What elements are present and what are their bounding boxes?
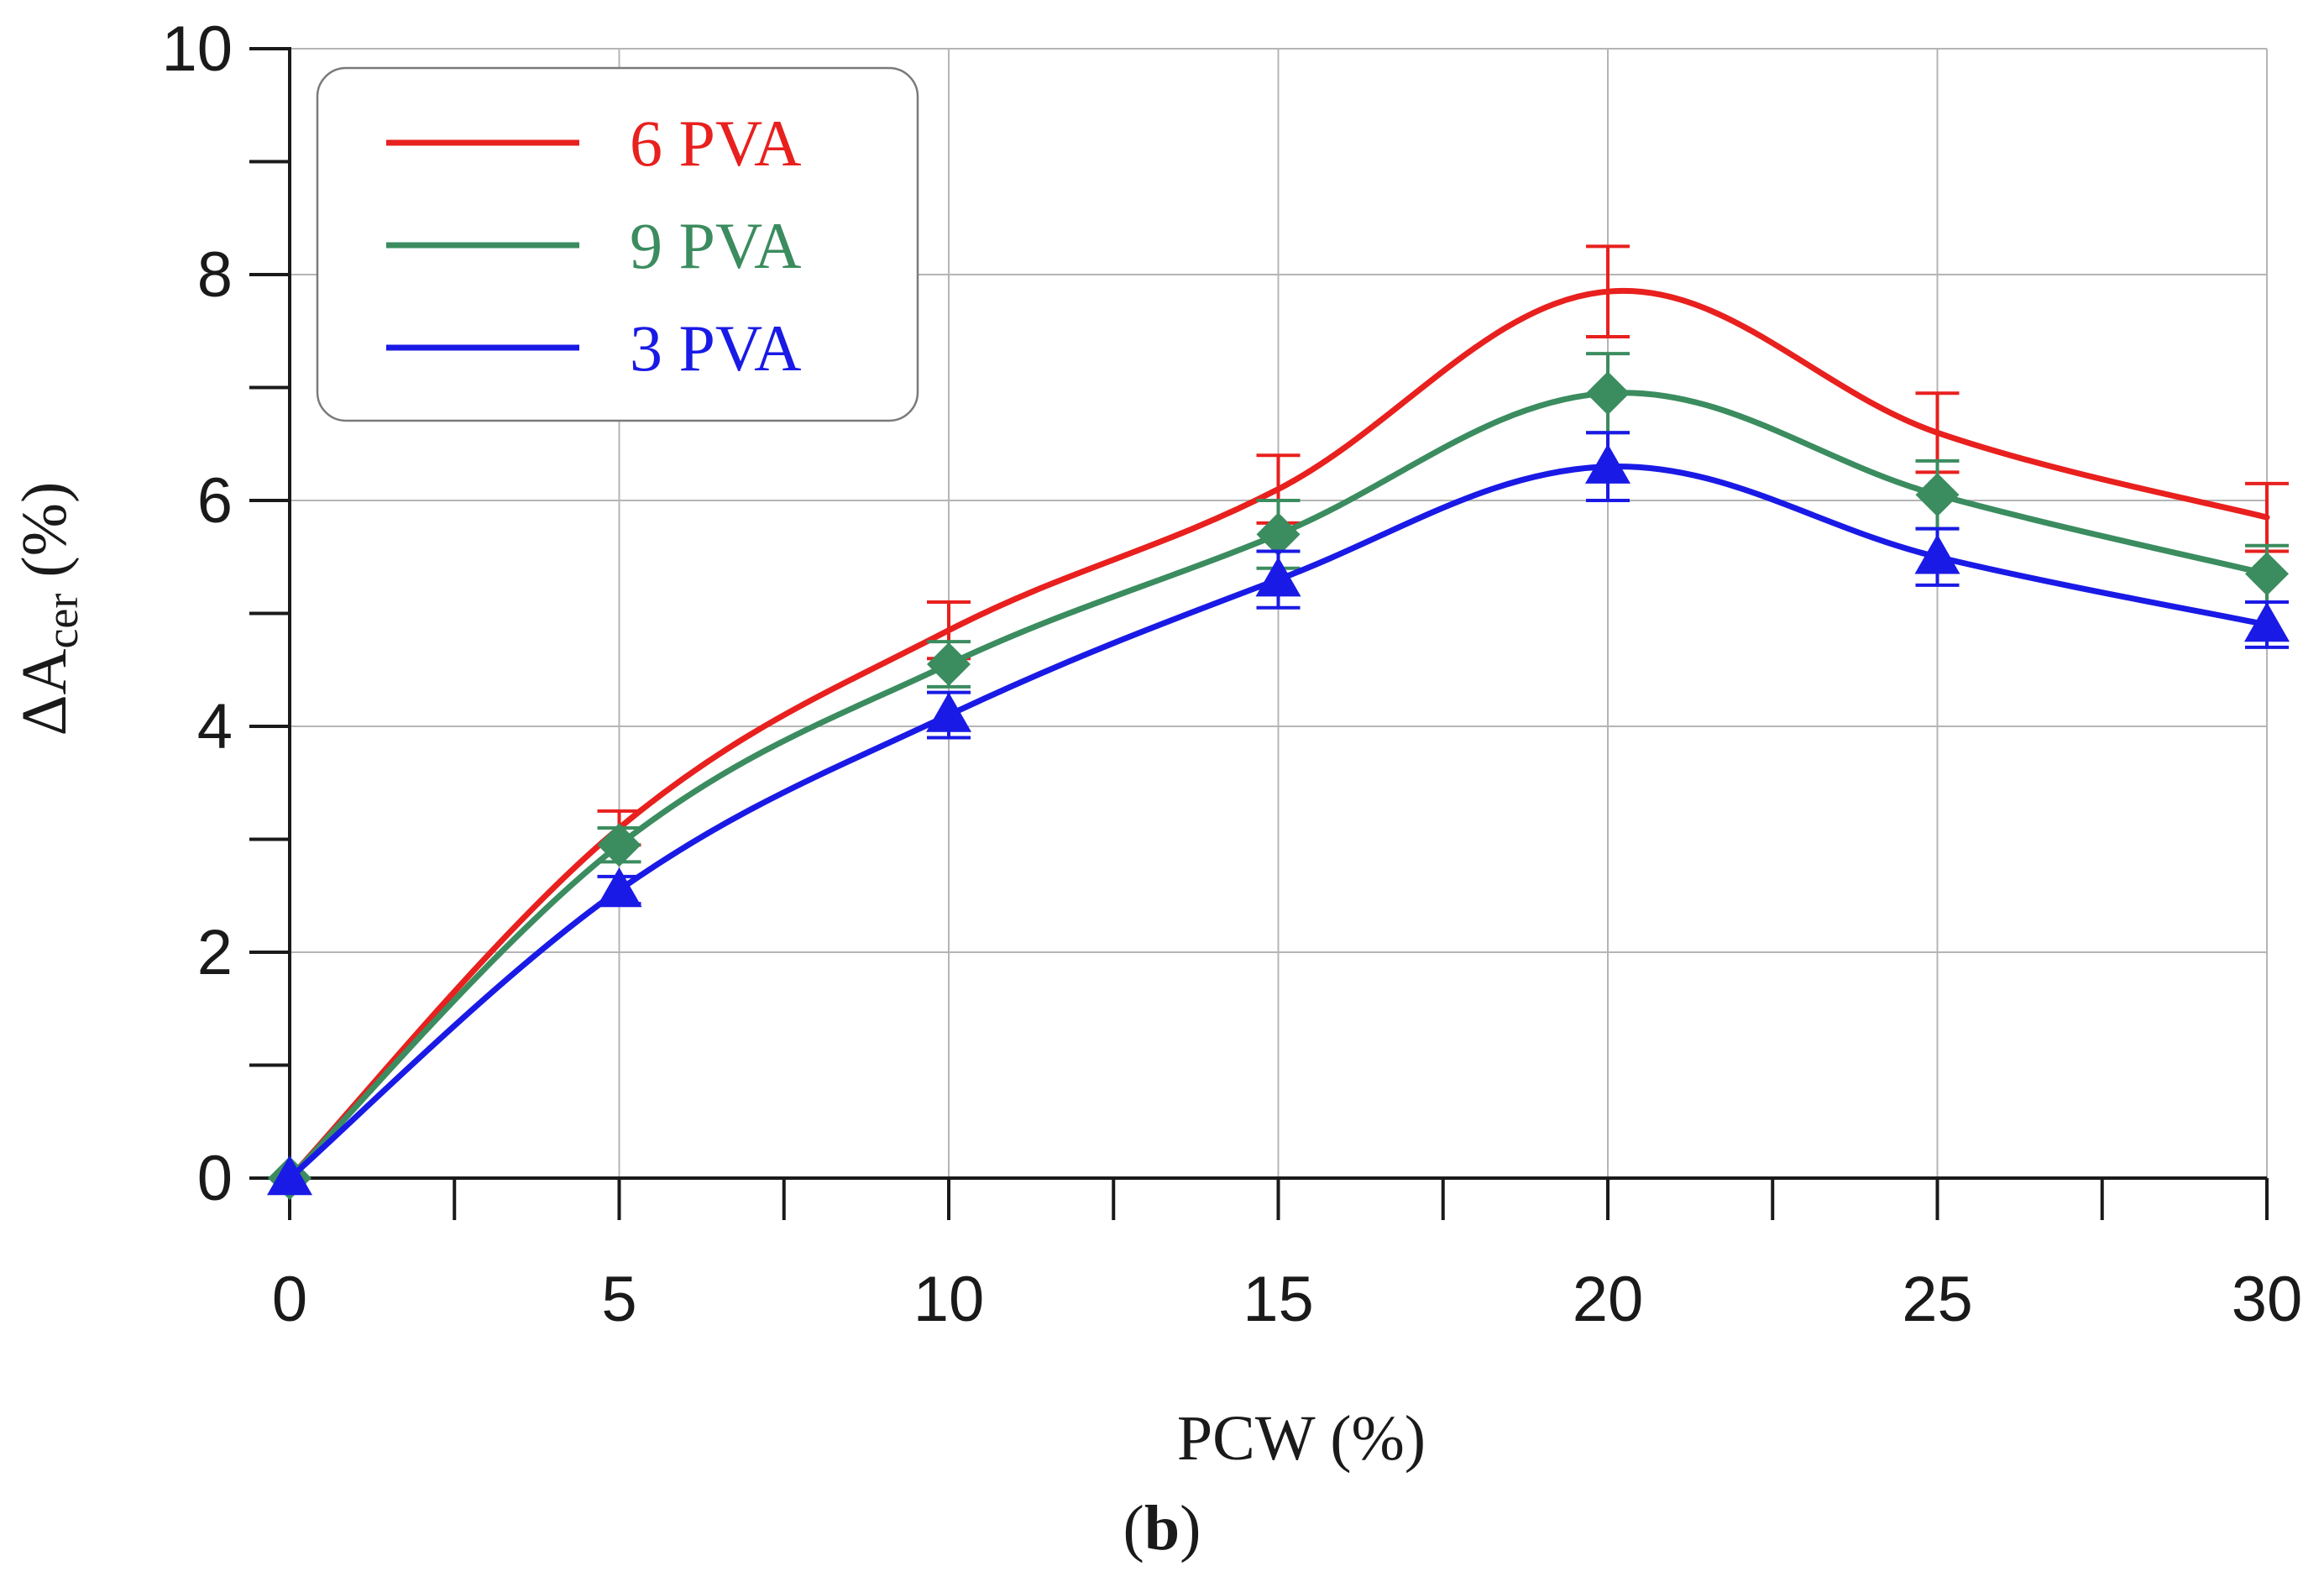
legend: 6 PVA 9 PVA 3 PVA — [316, 66, 919, 422]
data-point — [596, 867, 642, 908]
y-tick-label: 0 — [197, 1143, 233, 1214]
x-tick-label: 5 — [601, 1264, 636, 1335]
x-tick-label: 10 — [913, 1264, 985, 1335]
legend-label: 6 PVA — [630, 107, 801, 180]
data-point — [1914, 534, 1960, 574]
x-tick-label: 20 — [1573, 1264, 1644, 1335]
series-9-pva — [268, 352, 2289, 1200]
legend-label: 3 PVA — [630, 312, 801, 385]
panel-label-letter: b — [1144, 1493, 1180, 1564]
data-point — [597, 823, 641, 867]
axes — [249, 47, 2269, 1220]
y-tick-label: 2 — [197, 917, 233, 988]
panel-label: (b) — [1123, 1493, 1201, 1564]
x-axis-title: PCW (%) — [1177, 1403, 1426, 1474]
y-axis-title-main: ΔA — [9, 648, 80, 736]
data-point — [267, 1155, 312, 1196]
y-axis-title: ΔAcer (%) — [9, 482, 87, 736]
y-tick-label: 8 — [197, 239, 233, 311]
x-tick-label: 0 — [272, 1264, 307, 1335]
y-tick-label: 4 — [197, 691, 233, 762]
data-point — [1586, 371, 1630, 416]
data-point — [2244, 601, 2290, 642]
y-axis-title-subscript: cer — [37, 594, 87, 649]
x-tick-label: 25 — [1902, 1264, 1973, 1335]
tick-labels: 0 5 10 15 20 25 30 0 2 4 6 8 10 — [161, 13, 2302, 1335]
x-tick-label: 30 — [2232, 1264, 2303, 1335]
data-point — [926, 692, 971, 732]
y-tick-label: 6 — [197, 465, 233, 537]
data-point — [1915, 473, 1960, 517]
data-point — [1585, 443, 1630, 484]
data-point — [2245, 552, 2289, 596]
series-3-pva — [267, 431, 2290, 1196]
y-axis-title-unit: (%) — [9, 482, 80, 594]
data-point — [1255, 557, 1301, 597]
data-point — [927, 642, 971, 687]
x-tick-label: 15 — [1243, 1264, 1314, 1335]
grid-lines — [290, 48, 2268, 1178]
legend-box — [316, 66, 919, 422]
series-group — [267, 244, 2290, 1200]
legend-items: 6 PVA 9 PVA 3 PVA — [386, 107, 801, 385]
legend-label: 9 PVA — [630, 209, 801, 282]
y-tick-label: 10 — [161, 13, 233, 85]
data-point — [1256, 512, 1301, 557]
